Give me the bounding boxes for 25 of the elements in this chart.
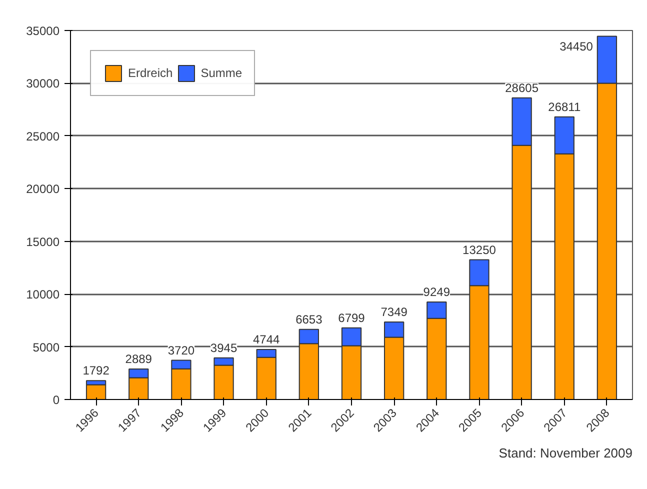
total-label: 2889 (125, 352, 152, 366)
y-tick-label: 15000 (26, 234, 60, 249)
total-label: 34450 (560, 39, 594, 54)
y-tick-label: 0 (52, 393, 60, 407)
bar (86, 384, 106, 400)
y-tick-label: 30000 (26, 76, 60, 91)
total-label: 4744 (253, 332, 280, 346)
total-label: 6653 (296, 312, 323, 326)
total-label: 28605 (505, 80, 539, 95)
y-tick-label: 10000 (26, 288, 60, 302)
total-label: 26811 (548, 100, 581, 114)
total-label: 9249 (423, 284, 450, 299)
total-label: 3720 (168, 343, 195, 358)
total-label: 7349 (380, 305, 408, 320)
y-tick-label: 5000 (32, 340, 60, 354)
total-label: 6799 (338, 310, 366, 325)
total-label: 13250 (462, 242, 496, 257)
y-tick-label: 35000 (26, 24, 60, 38)
legend-label: Summe (200, 66, 242, 80)
total-label: 1792 (82, 364, 110, 378)
legend-label: Erdreich (128, 66, 173, 80)
y-tick-label: 20000 (26, 182, 60, 196)
y-tick-label: 25000 (26, 129, 60, 144)
text: Stand: November 2009 (498, 446, 633, 460)
total-label: 3945 (210, 340, 238, 355)
